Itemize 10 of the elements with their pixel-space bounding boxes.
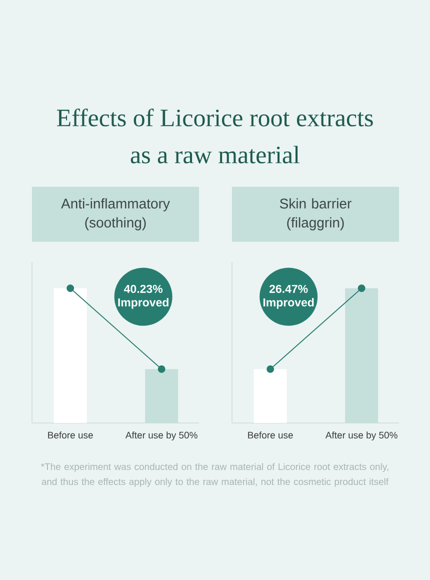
x-tick-label: After use by 50% — [125, 432, 198, 440]
x-tick-label: Before use — [48, 432, 93, 438]
annotation: 26.47% Improved — [263, 284, 314, 309]
chart-subtitle: Anti-inflammatory (soothing) — [61, 198, 170, 230]
x-tick-label: After use by 50% — [325, 432, 398, 440]
chart-title: Effects of Licorice root extracts as a raw material — [57, 108, 373, 164]
x-tick-label: Before use — [248, 432, 293, 438]
text: *The experiment was conducted on the raw material of Licorice root extracts only, and thus the effects apply only to the raw material, not the cosmetic product itself — [41, 463, 389, 487]
chart-subtitle: Skin barrier (filaggrin) — [280, 198, 352, 230]
annotation: 40.23% Improved — [118, 284, 168, 309]
